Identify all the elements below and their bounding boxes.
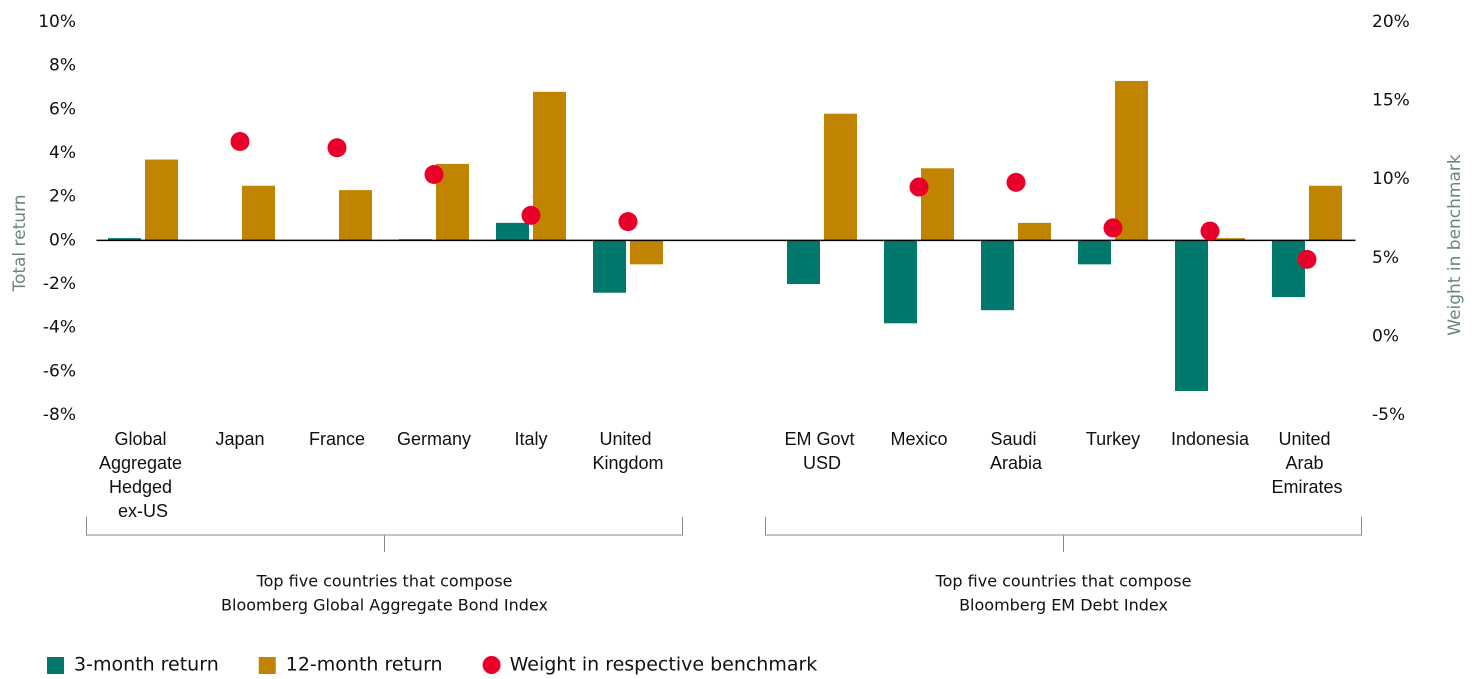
group-annotation: Top five countries that compose <box>256 572 513 591</box>
bar <box>921 168 954 241</box>
y2-tick-label: 15% <box>1372 91 1410 111</box>
bar <box>1078 240 1111 265</box>
group-annotation: Bloomberg EM Debt Index <box>959 596 1168 615</box>
bar <box>145 159 178 241</box>
bar <box>884 240 917 324</box>
x-tick-label: France <box>309 429 365 449</box>
bracket <box>86 517 683 552</box>
y-tick-label: 6% <box>49 99 76 119</box>
dot <box>1103 218 1123 238</box>
bar <box>630 240 663 265</box>
y-tick-label: -2% <box>43 274 76 294</box>
dot <box>909 177 929 197</box>
bar <box>496 222 529 241</box>
y-tick-label: -6% <box>43 361 76 381</box>
dot <box>1006 172 1026 192</box>
y2-tick-label: 5% <box>1372 248 1399 268</box>
y-axis-label: Total return <box>10 194 30 292</box>
y-tick-label: 2% <box>49 187 76 207</box>
y-tick-label: -4% <box>43 318 76 338</box>
bar <box>1212 238 1245 241</box>
x-tick-label: EM Govt USD <box>784 429 859 473</box>
dot <box>618 212 638 232</box>
legend-label: 12-month return <box>286 654 443 676</box>
legend-label: Weight in respective benchmark <box>510 654 818 676</box>
x-tick-label: Global Aggregate Hedged ex-US <box>99 429 187 521</box>
legend-swatch <box>258 657 276 674</box>
y-tick-label: 4% <box>49 143 76 163</box>
bar <box>1309 185 1342 241</box>
group-annotation: Bloomberg Global Aggregate Bond Index <box>221 596 548 615</box>
y2-tick-label: 20% <box>1372 12 1410 32</box>
x-tick-label: Germany <box>397 429 471 449</box>
y2-tick-label: 0% <box>1372 326 1399 346</box>
x-tick-label: Saudi Arabia <box>990 429 1043 473</box>
y-tick-label: 0% <box>49 230 76 250</box>
y2-tick-label: 10% <box>1372 169 1410 189</box>
bar <box>593 240 626 293</box>
bar <box>824 113 857 241</box>
x-tick-label: Indonesia <box>1171 429 1250 449</box>
bar <box>1272 240 1305 298</box>
bracket <box>765 517 1362 552</box>
legend-swatch <box>47 657 64 674</box>
dot <box>521 205 541 225</box>
x-tick-label: United Arab Emirates <box>1271 429 1342 497</box>
legend-label: 3-month return <box>74 654 219 676</box>
bar <box>108 238 141 241</box>
y-tick-label: -8% <box>43 405 76 425</box>
x-tick-label: Japan <box>215 429 264 449</box>
dot <box>327 138 347 158</box>
x-tick-label: Mexico <box>890 429 947 449</box>
bar <box>1115 80 1148 241</box>
x-tick-label: Turkey <box>1086 429 1140 449</box>
bar <box>339 190 372 241</box>
x-tick-label: Italy <box>514 429 547 449</box>
y2-axis-label: Weight in benchmark <box>1445 154 1465 336</box>
dot <box>1297 249 1317 269</box>
bar <box>1175 240 1208 391</box>
bar <box>787 240 820 284</box>
legend-swatch <box>482 656 501 674</box>
y2-tick-label: -5% <box>1372 405 1405 425</box>
bar <box>981 240 1014 311</box>
dot <box>424 164 444 184</box>
x-tick-label: United Kingdom <box>592 429 663 473</box>
bar <box>1018 222 1051 241</box>
y-tick-label: 10% <box>38 12 76 32</box>
bar <box>242 185 275 241</box>
group-annotation: Top five countries that compose <box>935 572 1192 591</box>
dot <box>230 131 250 151</box>
dot <box>1200 221 1220 241</box>
y-tick-label: 8% <box>49 56 76 76</box>
